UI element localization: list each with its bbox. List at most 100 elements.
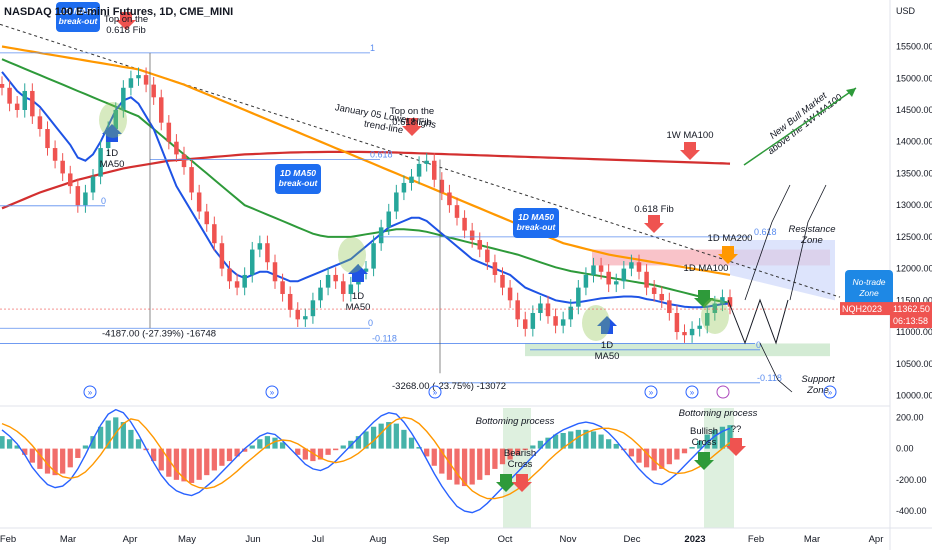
histogram-bar bbox=[560, 432, 566, 449]
fib-line-1-label: 1 bbox=[370, 43, 375, 53]
histogram-bar bbox=[386, 422, 392, 449]
histogram-bar bbox=[60, 448, 66, 474]
candle-body bbox=[325, 274, 331, 288]
projection-up-1 bbox=[744, 184, 791, 301]
callout-ma50-breakout-1-box bbox=[56, 2, 100, 32]
price-tick-label: 10500.00 bbox=[896, 359, 932, 369]
candle-body bbox=[447, 192, 452, 206]
fib-line-0c-label: 0 bbox=[756, 340, 761, 350]
candle-body bbox=[0, 83, 5, 88]
histogram-bar bbox=[75, 448, 81, 458]
candle-body bbox=[469, 230, 475, 241]
candle-body bbox=[659, 293, 665, 301]
histogram-bar bbox=[37, 448, 43, 469]
histogram-bar bbox=[651, 448, 657, 471]
price-tick-label: 11500.00 bbox=[896, 295, 932, 305]
time-axis: Feb Mar Apr May Jun Jul Aug Sep Oct Nov Dec 2023 Feb… bbox=[0, 534, 883, 545]
candle-body bbox=[340, 281, 346, 294]
candle-body bbox=[560, 319, 566, 326]
candle-body bbox=[249, 249, 255, 275]
candle-body bbox=[83, 192, 88, 206]
ma50-test-ellipse bbox=[99, 102, 127, 138]
price-tick-label: 15000.00 bbox=[896, 73, 932, 83]
candle-body bbox=[583, 274, 589, 288]
candle-body bbox=[14, 103, 20, 110]
callout-ma50-breakout-1-text: 1D MA50 break-out bbox=[59, 6, 99, 26]
price-tick-label: 15500.00 bbox=[896, 42, 932, 52]
time-tick-label: Jul bbox=[312, 534, 324, 545]
candles-layer bbox=[0, 67, 733, 343]
histogram-bar bbox=[492, 448, 498, 469]
histogram-bar bbox=[401, 429, 407, 449]
signal-line bbox=[1, 416, 731, 500]
histogram-bar bbox=[295, 448, 301, 455]
fib-line-neg118b-label: -0.118 bbox=[757, 373, 782, 383]
candle-body bbox=[242, 274, 247, 288]
histogram-bar bbox=[416, 447, 422, 449]
arrow-ma50-3 bbox=[597, 316, 617, 334]
arrow-1d-ma100 bbox=[694, 290, 714, 308]
candle-body bbox=[689, 328, 695, 336]
candle-body bbox=[234, 281, 240, 288]
chart-title: NASDAQ 100 E-mini Futures, 1D, CME_MINI bbox=[4, 6, 233, 18]
histogram-bar bbox=[22, 448, 28, 455]
label-support-zone: Support Zone bbox=[801, 374, 835, 396]
price-tick-label: 12000.00 bbox=[896, 264, 932, 274]
oscillator-layer bbox=[0, 408, 733, 514]
histogram-bar bbox=[264, 436, 271, 449]
osc-tick-label: 0.00 bbox=[896, 444, 914, 454]
measure-label-1: -4187.00 (-27.39%) -16748 bbox=[102, 328, 216, 339]
candle-body bbox=[333, 274, 338, 282]
histogram-bar bbox=[340, 445, 346, 449]
arrow-top-fib-2 bbox=[402, 118, 422, 136]
symbol-badge bbox=[840, 302, 890, 316]
histogram-bar bbox=[29, 448, 35, 463]
candle-body bbox=[7, 87, 12, 104]
candle-body bbox=[492, 262, 498, 275]
event-icon bbox=[644, 385, 658, 399]
time-tick-label: Nov bbox=[560, 534, 577, 545]
histogram-bar bbox=[6, 439, 13, 449]
event-icon bbox=[685, 385, 699, 399]
bottoming-shade-1 bbox=[503, 408, 531, 528]
candle-body bbox=[52, 148, 58, 161]
candle-body bbox=[606, 271, 611, 285]
countdown-text: 06:13:58 bbox=[893, 316, 928, 326]
histogram-bar bbox=[219, 448, 225, 466]
histogram-bar bbox=[484, 448, 490, 476]
label-top-fib-2: Top on the 0.618 Fib bbox=[390, 106, 434, 128]
price-tick-label: 10000.00 bbox=[896, 390, 932, 400]
earnings-icon bbox=[716, 385, 730, 399]
last-price-badge bbox=[890, 302, 932, 329]
candle-body bbox=[45, 129, 50, 149]
candle-body bbox=[98, 148, 103, 177]
histogram-bar bbox=[166, 448, 172, 477]
histogram-bar bbox=[666, 448, 672, 465]
candle-body bbox=[454, 205, 460, 218]
candle-body bbox=[212, 224, 217, 244]
candle-body bbox=[189, 167, 194, 193]
symbol-badge-text: NQH2023 bbox=[842, 304, 882, 314]
candle-body bbox=[394, 192, 399, 212]
candle-body bbox=[545, 303, 551, 317]
ma50-test-ellipse bbox=[701, 298, 729, 334]
candle-body bbox=[151, 84, 156, 98]
fib-line-0-label: 0 bbox=[101, 196, 106, 206]
candle-body bbox=[485, 249, 490, 263]
candle-body bbox=[515, 300, 520, 320]
histogram-bar bbox=[697, 440, 703, 449]
histogram-bar bbox=[674, 448, 680, 460]
event-icon-glyph: » bbox=[270, 388, 275, 397]
histogram-bar bbox=[257, 439, 263, 449]
candle-body bbox=[272, 262, 278, 282]
histogram-bar bbox=[719, 426, 726, 449]
histogram-bar bbox=[643, 448, 650, 468]
candle-body bbox=[651, 287, 657, 294]
candle-body bbox=[477, 240, 483, 250]
histogram-bar bbox=[515, 448, 521, 455]
candle-body bbox=[166, 122, 172, 142]
zones-layer bbox=[503, 240, 835, 528]
arrow-1d-ma200 bbox=[718, 246, 738, 264]
histogram-bar bbox=[90, 436, 96, 449]
